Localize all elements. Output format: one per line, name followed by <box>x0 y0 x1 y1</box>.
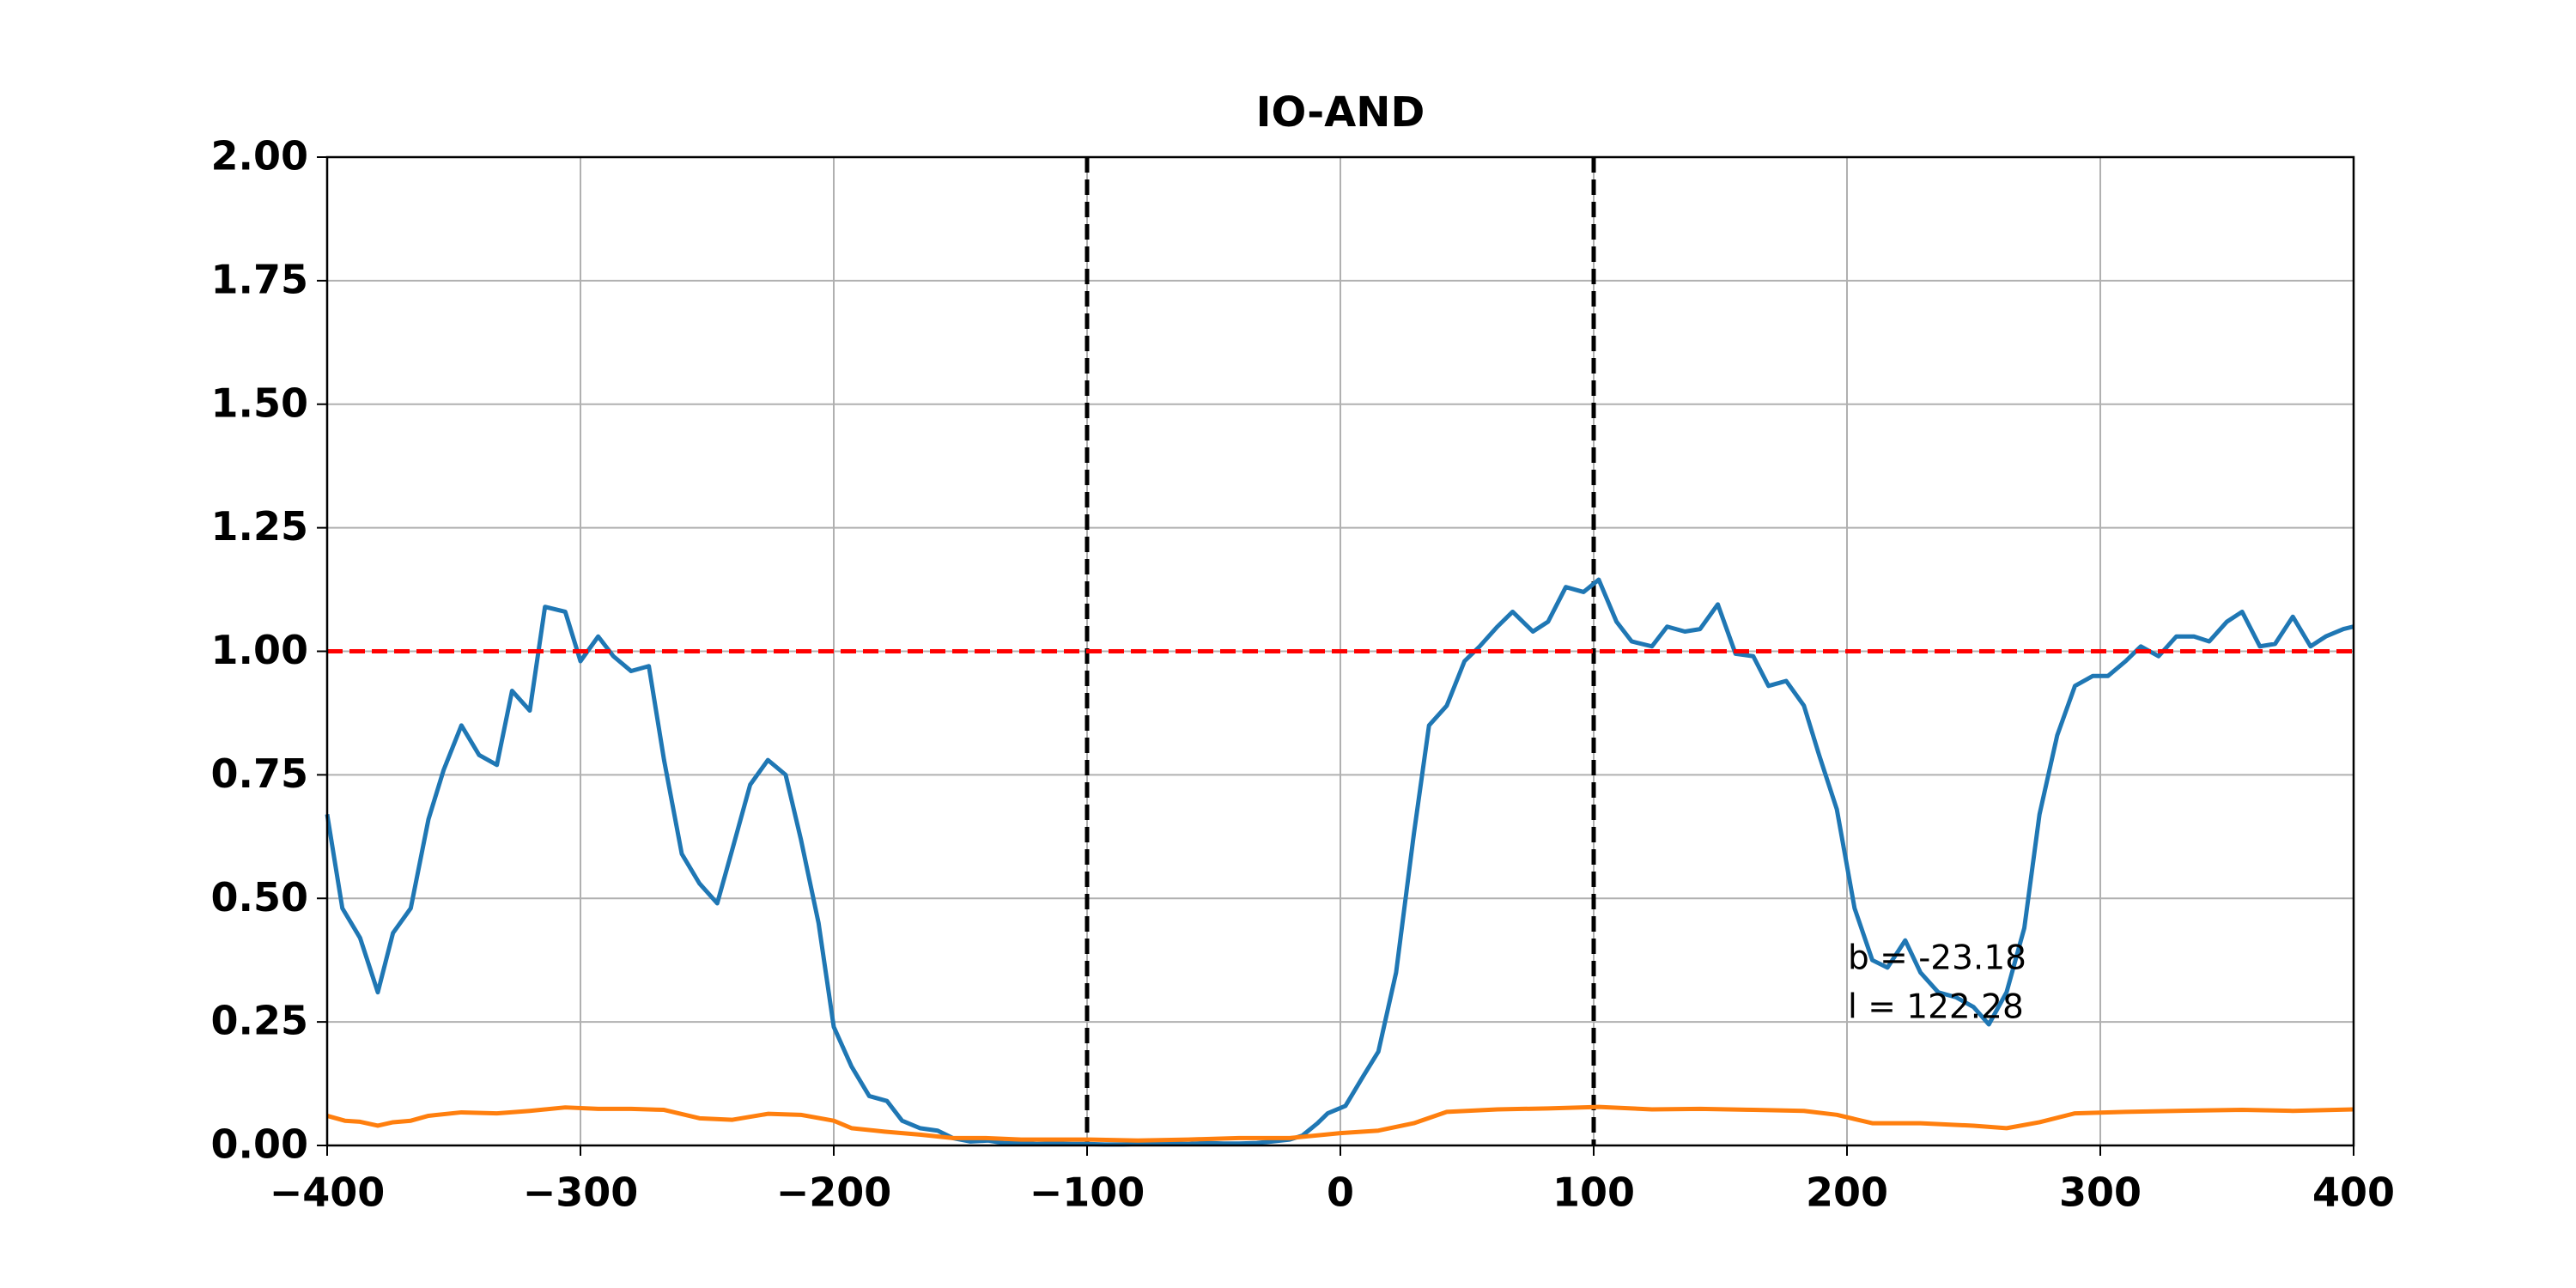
x-tick-label: −400 <box>270 1170 386 1216</box>
y-tick-label: 1.75 <box>211 256 309 302</box>
annotation: b = -23.18 <box>1848 939 2026 978</box>
y-tick-label: 2.00 <box>211 133 309 179</box>
y-tick-label: 0.00 <box>211 1121 309 1168</box>
x-tick-label: −200 <box>776 1170 892 1216</box>
y-tick-label: 0.50 <box>211 874 309 920</box>
series-line <box>325 577 2354 1147</box>
y-tick-label: 0.25 <box>211 998 309 1044</box>
y-tick-label: 1.50 <box>211 380 309 426</box>
x-tick-label: 200 <box>1806 1170 1888 1216</box>
x-tick-label: 400 <box>2312 1170 2395 1216</box>
annotation: l = 122.28 <box>1848 988 2024 1027</box>
x-tick-label: 300 <box>2059 1170 2142 1216</box>
y-tick-label: 1.25 <box>211 503 309 550</box>
series-line <box>326 1104 2354 1143</box>
x-tick-label: 0 <box>1327 1170 1354 1216</box>
x-tick-label: 100 <box>1552 1170 1635 1216</box>
plot-frame <box>325 155 2355 1147</box>
chart-title: IO-AND <box>1256 88 1425 137</box>
x-tick-label: −100 <box>1030 1170 1145 1216</box>
y-tick-label: 1.00 <box>211 627 309 673</box>
y-tick-label: 0.75 <box>211 750 309 797</box>
x-tick-label: −300 <box>523 1170 639 1216</box>
